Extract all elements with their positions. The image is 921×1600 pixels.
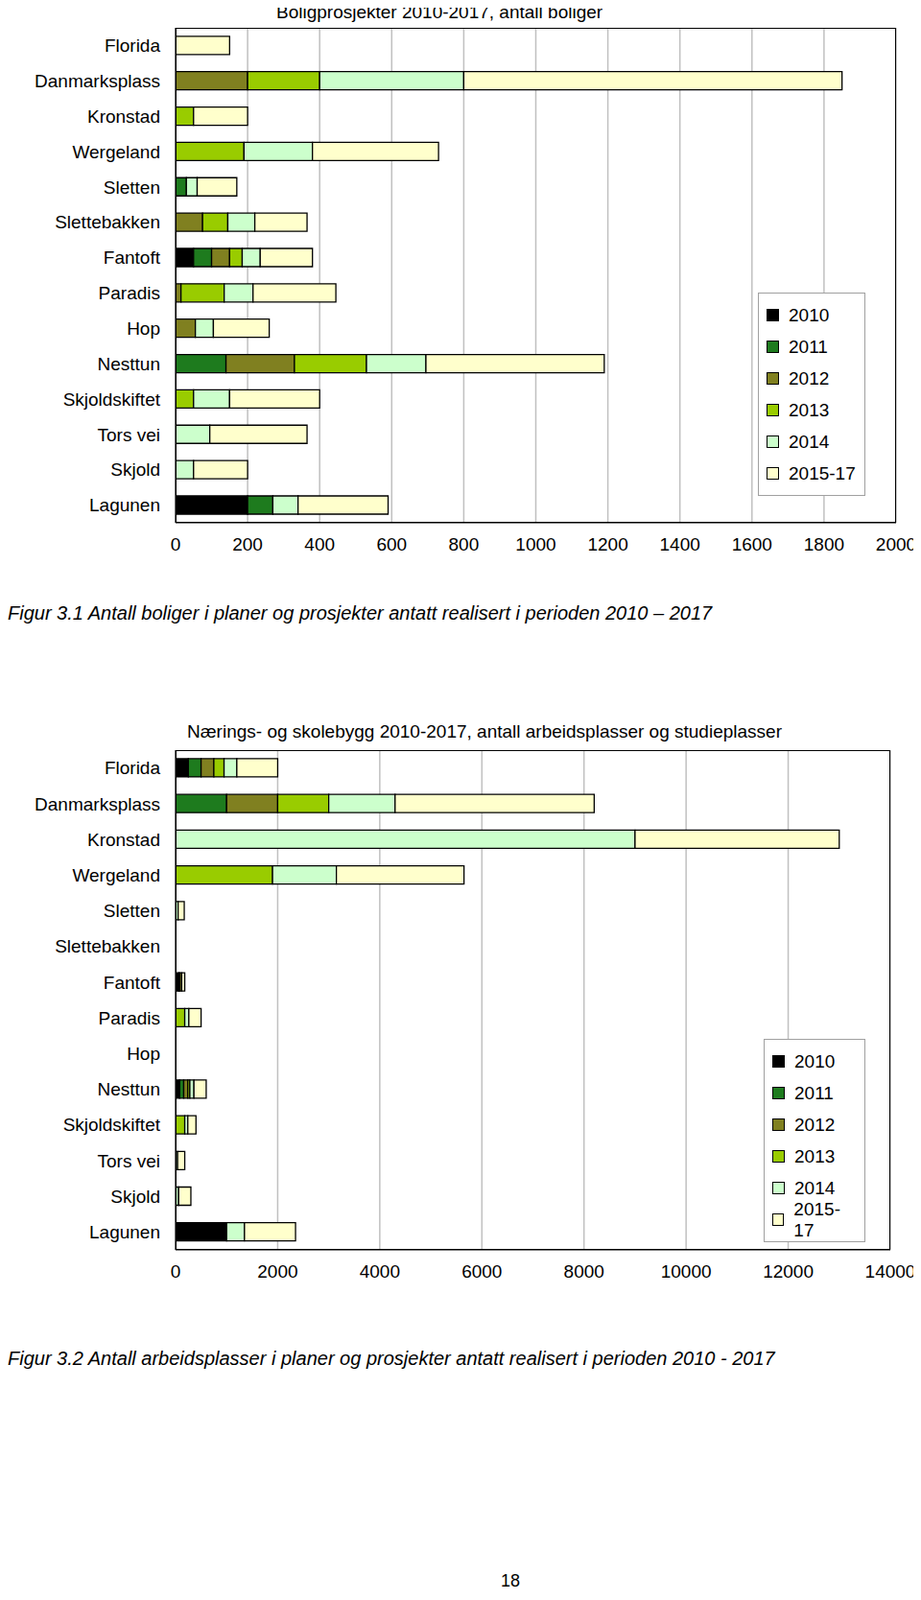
svg-text:200: 200 [232,534,263,555]
svg-text:Sletten: Sletten [103,177,161,198]
svg-text:Fantoft: Fantoft [103,247,162,268]
svg-text:1200: 1200 [587,534,628,555]
svg-text:Paradis: Paradis [98,1008,161,1029]
svg-text:Lagunen: Lagunen [89,495,161,516]
svg-text:2000: 2000 [875,534,914,555]
svg-text:6000: 6000 [461,1261,502,1282]
svg-text:10000: 10000 [661,1261,712,1282]
svg-text:8000: 8000 [564,1261,605,1282]
svg-text:Danmarksplass: Danmarksplass [34,794,161,815]
svg-text:Florida: Florida [104,757,162,779]
html-text:Figur 3.2 Antall arbeidsplasse: Figur 3.2 Antall arbeidsplasser i planer… [7,1347,775,1370]
svg-text:Skjoldskiftet: Skjoldskiftet [63,389,162,410]
svg-text:Florida: Florida [104,35,162,56]
svg-text:Skjold: Skjold [110,1186,161,1207]
svg-text:0: 0 [170,534,182,555]
html-text:2012: 2012 [794,1114,835,1135]
html-text:2010: 2010 [788,304,830,325]
html-text:2013: 2013 [794,1145,835,1167]
html-text:2015-17: 2015-17 [788,462,856,484]
svg-text:800: 800 [448,534,480,555]
svg-text:Lagunen: Lagunen [89,1222,161,1243]
svg-text:Hop: Hop [126,318,161,339]
svg-text:Skjoldskiftet: Skjoldskiftet [63,1114,162,1135]
svg-text:1000: 1000 [515,534,556,555]
svg-text:Tors vei: Tors vei [97,425,161,446]
html-text:2015-17: 2015-17 [793,1198,841,1240]
html-text:2014: 2014 [788,431,830,452]
svg-text:Kronstad: Kronstad [87,106,161,127]
svg-text:Sletten: Sletten [103,900,161,921]
svg-text:400: 400 [304,534,335,555]
svg-text:Slettebakken: Slettebakken [54,936,161,957]
svg-text:Hop: Hop [126,1043,161,1064]
svg-text:Nesttun: Nesttun [97,1079,161,1100]
svg-text:12000: 12000 [762,1261,814,1282]
svg-text:Fantoft: Fantoft [103,972,162,993]
html-text:Nærings- og skolebygg 2010-201: Nærings- og skolebygg 2010-2017, antall … [187,721,782,742]
html-text:2013: 2013 [788,399,830,420]
svg-text:Skjold: Skjold [110,459,161,480]
html-text:18: 18 [500,1571,520,1591]
svg-text:1800: 1800 [803,534,845,555]
html-text:2014: 2014 [794,1177,835,1198]
svg-text:Slettebakken: Slettebakken [54,212,161,233]
svg-text:14000: 14000 [865,1261,914,1282]
html-text:Figur 3.1 Antall boliger i pla: Figur 3.1 Antall boliger i planer og pro… [7,602,713,624]
svg-text:1600: 1600 [732,534,773,555]
svg-text:Danmarksplass: Danmarksplass [34,70,161,92]
html-text:2012: 2012 [788,367,830,389]
svg-text:Wergeland: Wergeland [71,141,161,163]
html-text:2011: 2011 [794,1082,834,1103]
svg-text:Tors vei: Tors vei [97,1151,161,1172]
html-text:2010: 2010 [794,1050,835,1072]
html-text:Boligprosjekter 2010-2017, ant: Boligprosjekter 2010-2017, antall bolige… [276,1,603,23]
svg-text:Nesttun: Nesttun [97,354,161,375]
svg-text:1400: 1400 [660,534,701,555]
svg-text:4000: 4000 [359,1261,401,1282]
svg-text:600: 600 [376,534,407,555]
svg-text:2000: 2000 [257,1261,298,1282]
svg-text:Kronstad: Kronstad [87,829,161,851]
svg-text:0: 0 [170,1261,182,1282]
html-text:2011: 2011 [788,336,828,357]
svg-text:Paradis: Paradis [98,283,161,304]
svg-text:Wergeland: Wergeland [71,865,161,886]
